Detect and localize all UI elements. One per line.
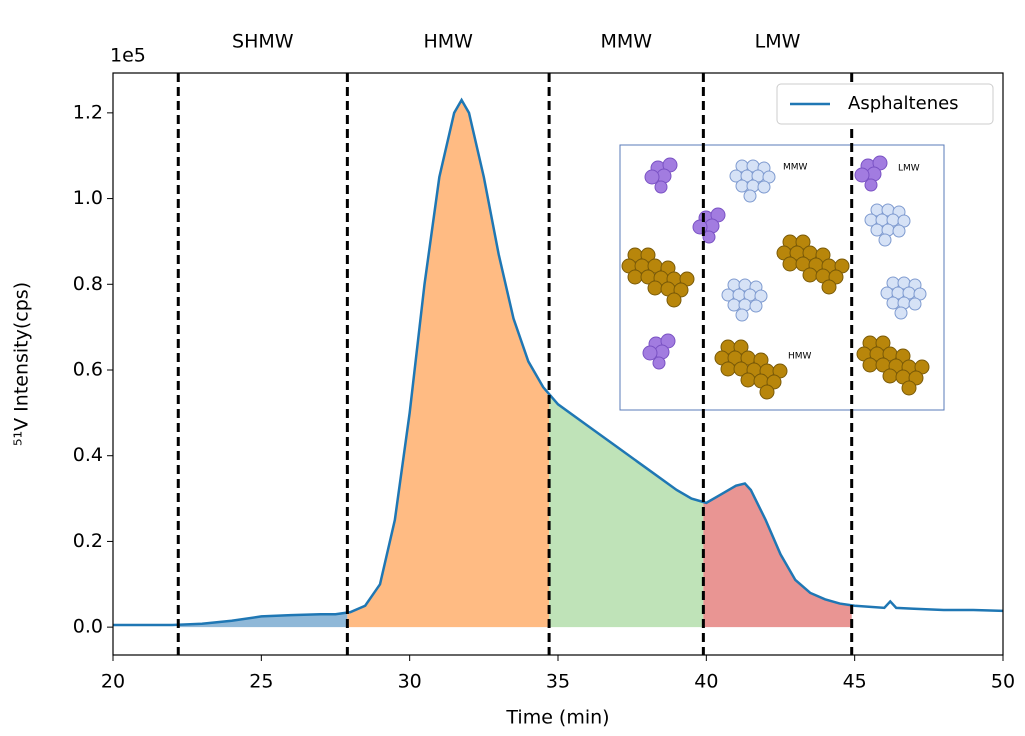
legend-box: [776, 83, 994, 125]
x-tick-label: 45: [843, 671, 867, 693]
inset-label: LMW: [898, 164, 920, 174]
x-tick-label: 40: [694, 671, 718, 693]
y-tick-label: 0.6: [73, 359, 103, 381]
region-label: LMW: [755, 31, 801, 53]
x-tick-label: 35: [546, 671, 570, 693]
y-tick-label: 1.0: [73, 187, 103, 209]
inset-illustration: MMW LMW HMW: [619, 144, 945, 411]
region-label: HMW: [423, 31, 473, 53]
y-axis-label: ⁵¹V Intensity(cps): [11, 282, 33, 446]
y-tick-label: 1.2: [73, 101, 103, 123]
y-tick-label: 0.4: [73, 444, 103, 466]
x-tick-label: 20: [101, 671, 125, 693]
inset-label: MMW: [783, 163, 808, 173]
region-fill: [178, 612, 348, 628]
x-tick-label: 25: [249, 671, 273, 693]
region-label: SHMW: [232, 31, 294, 53]
region-fill: [703, 483, 852, 628]
line: [113, 97, 1004, 627]
region-fill: [549, 394, 704, 628]
y-tick-label: 0.0: [73, 616, 103, 638]
y-offset-label: 1e5: [110, 45, 146, 67]
x-tick-label: 30: [398, 671, 422, 693]
inset-label: HMW: [788, 352, 812, 362]
region-label: MMW: [600, 31, 652, 53]
y-tick-label: 0.8: [73, 273, 103, 295]
legend-label: Asphaltenes: [848, 93, 959, 114]
x-axis-label: Time (min): [505, 707, 609, 729]
x-tick-label: 50: [991, 671, 1015, 693]
y-tick-label: 0.2: [73, 530, 103, 552]
region-fill: [347, 100, 550, 628]
